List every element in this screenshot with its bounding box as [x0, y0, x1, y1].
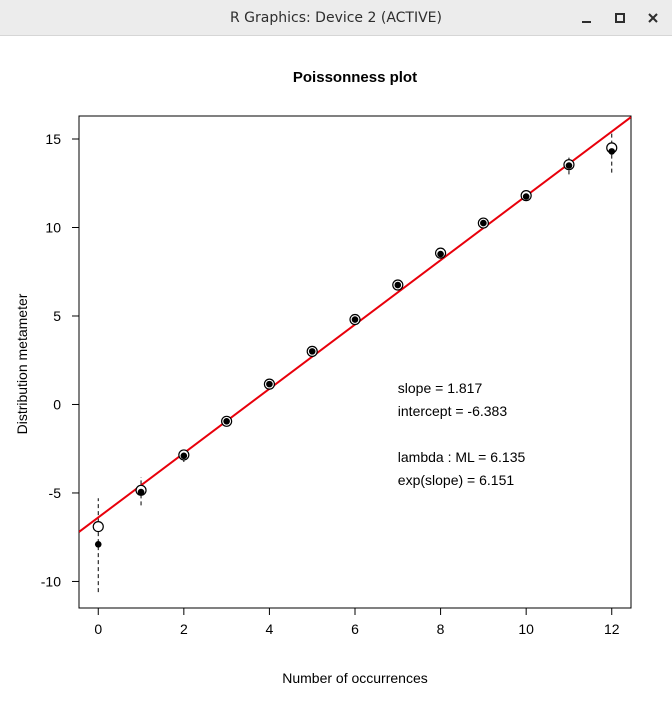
confidence-intervals [97, 131, 613, 593]
annotation-text: slope = 1.817 [398, 380, 483, 396]
filled-point [437, 250, 444, 258]
x-tick-label: 12 [604, 621, 620, 637]
minimize-button[interactable] [575, 6, 599, 30]
close-icon [648, 13, 658, 23]
x-tick-label: 8 [437, 621, 445, 637]
close-button[interactable] [641, 6, 665, 30]
annotation-text: lambda : ML = 6.135 [398, 449, 526, 465]
filled-point [180, 452, 188, 460]
chart-title: Poissonness plot [293, 69, 417, 86]
filled-point [94, 540, 102, 548]
filled-point [608, 148, 616, 155]
annotation-text: intercept = -6.383 [398, 403, 508, 419]
plot-frame [78, 115, 632, 609]
x-tick-label: 2 [180, 621, 188, 637]
x-axis-label: Number of occurrences [282, 670, 428, 686]
y-tick-label: 5 [53, 308, 61, 324]
x-tick-label: 0 [94, 621, 102, 637]
y-axis-label: Distribution metameter [14, 293, 30, 434]
open-circle-point [92, 520, 104, 533]
filled-point [351, 316, 359, 323]
y-tick-label: -10 [41, 573, 61, 589]
x-axis: 0 2 4 6 8 10 12 [94, 607, 620, 637]
y-axis: -10 -5 0 5 10 15 [41, 131, 80, 589]
y-tick-label: 10 [45, 219, 61, 235]
open-circle-series [92, 142, 618, 533]
maximize-icon [615, 13, 625, 23]
filled-point [522, 193, 530, 200]
x-tick-label: 6 [351, 621, 359, 637]
filled-point [137, 488, 145, 496]
filled-point-series [94, 148, 616, 548]
filled-point [266, 380, 273, 388]
maximize-button[interactable] [608, 6, 632, 30]
filled-point [308, 348, 316, 355]
filled-point [394, 281, 402, 289]
y-tick-label: -5 [49, 485, 62, 501]
annotation-block: slope = 1.817 intercept = -6.383 lambda : … [398, 380, 526, 488]
window-title: R Graphics: Device 2 (ACTIVE) [230, 10, 442, 26]
y-tick-label: 15 [45, 131, 61, 147]
filled-point [480, 219, 487, 227]
minimize-icon [582, 21, 591, 23]
filled-point [565, 162, 573, 169]
plot-area: Poissonness plot 0 2 4 6 8 10 12 -10 -5 0 5 10 15 N… [0, 36, 672, 708]
annotation-text: exp(slope) = 6.151 [398, 472, 515, 488]
window-titlebar: R Graphics: Device 2 (ACTIVE) [0, 0, 672, 36]
filled-point [223, 417, 230, 425]
x-tick-label: 4 [266, 621, 274, 637]
y-tick-label: 0 [53, 396, 61, 412]
x-tick-label: 10 [518, 621, 534, 637]
poissonness-chart: Poissonness plot 0 2 4 6 8 10 12 -10 -5 0 5 10 15 N… [14, 69, 632, 686]
